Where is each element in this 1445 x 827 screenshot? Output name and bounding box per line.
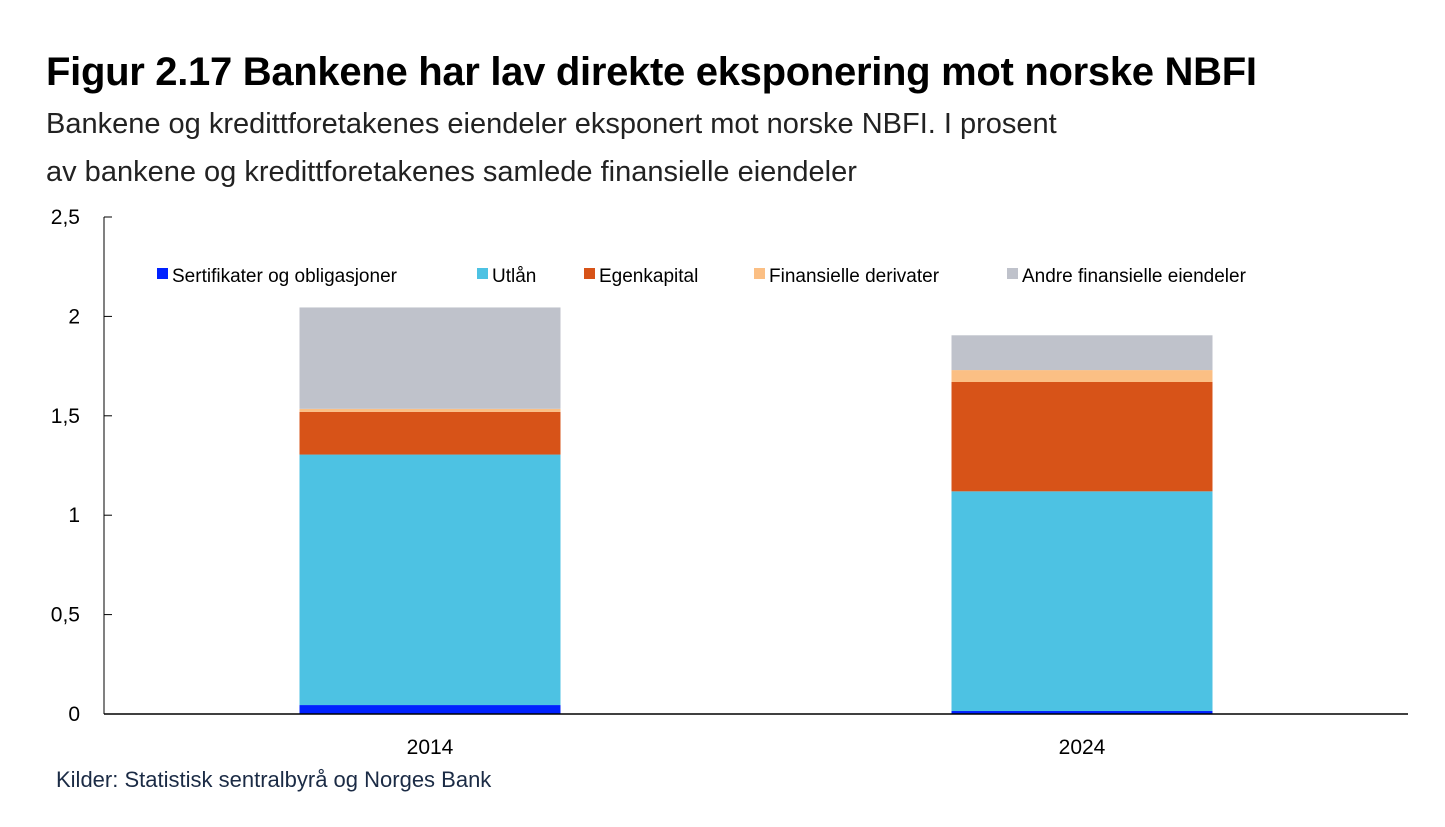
legend-swatch [1007,268,1018,279]
legend-item: Andre finansielle eiendeler [1007,266,1247,287]
x-tick-label: 2014 [407,736,454,759]
bar-2024-series-0 [951,711,1213,714]
legend-swatch [584,268,595,279]
bar-2014-series-0 [299,705,561,714]
y-tick-label: 2 [68,305,80,328]
bars [299,307,1213,714]
legend-label: Utlån [492,266,536,287]
legend-label: Andre finansielle eiendeler [1022,266,1247,287]
y-tick-label: 1,5 [51,405,80,428]
legend-item: Utlån [477,266,536,287]
legend-label: Egenkapital [599,266,698,287]
legend-swatch [477,268,488,279]
legend-label: Sertifikater og obligasjoner [172,266,398,287]
legend-swatch [157,268,168,279]
legend: Sertifikater og obligasjoner Utlån Egenkap… [157,266,1247,287]
bar-2014-series-4 [299,307,561,409]
chart-title: Figur 2.17 Bankene har lav direkte ekspo… [46,50,1257,94]
bar-2014-series-3 [299,408,561,412]
chart-subtitle: Bankene og kredittforetakenes eiendeler … [46,100,1296,196]
legend-item: Egenkapital [584,266,698,287]
legend-swatch [754,268,765,279]
subtitle-line-1: Bankene og kredittforetakenes eiendeler … [46,108,1057,140]
subtitle-line-2: av bankene og kredittforetakenes samlede… [46,156,857,188]
y-tick-label: 2,5 [51,206,80,229]
bar-2024-series-4 [951,335,1213,371]
legend-label: Finansielle derivater [769,266,940,287]
source-note: Kilder: Statistisk sentralbyrå og Norges… [56,767,492,792]
bar-2024-series-2 [951,382,1213,492]
y-tick-label: 0,5 [51,604,80,627]
legend-item: Sertifikater og obligasjoner [157,266,398,287]
y-tick-label: 0 [68,703,80,726]
bar-2014-series-1 [299,454,561,706]
y-tick-label: 1 [68,504,80,527]
bar-2024-series-1 [951,491,1213,712]
axes: 2014 2024 0 0,5 1 1,5 2 2,5 [51,206,1408,759]
bar-2024-series-3 [951,370,1213,383]
x-tick-label: 2024 [1059,736,1106,759]
bar-2014-series-2 [299,411,561,455]
legend-item: Finansielle derivater [754,266,940,287]
